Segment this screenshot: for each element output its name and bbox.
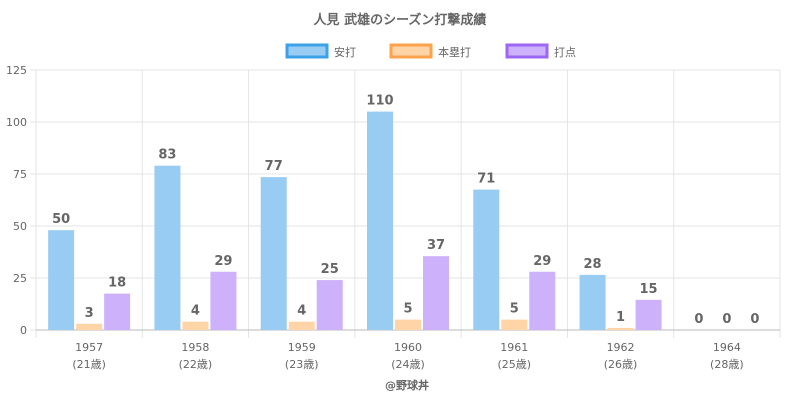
data-label: 29: [533, 254, 551, 269]
bar-本塁打-1958: [182, 321, 209, 330]
x-tick-sublabel: (28歳): [710, 358, 744, 371]
x-tick-label: 1960: [394, 341, 422, 354]
data-label: 83: [158, 148, 176, 163]
x-tick-label: 1958: [181, 341, 209, 354]
bar-打点-1959: [316, 280, 343, 330]
bar-打点-1962: [635, 299, 662, 330]
data-label: 0: [694, 312, 703, 327]
legend-item-本塁打[interactable]: 本塁打: [389, 43, 471, 59]
data-label: 5: [510, 302, 519, 317]
bar-安打-1958: [154, 165, 181, 330]
y-tick-label: 25: [13, 272, 27, 285]
y-tick-label: 50: [13, 220, 27, 233]
bar-安打-1959: [260, 177, 287, 330]
x-tick-label: 1962: [607, 341, 635, 354]
x-tick-sublabel: (23歳): [285, 358, 319, 371]
y-tick-label: 100: [6, 116, 27, 129]
bar-本塁打-1957: [76, 323, 103, 330]
data-label: 110: [366, 94, 393, 109]
bar-安打-1960: [367, 111, 393, 330]
data-label: 71: [477, 172, 495, 187]
x-tick-sublabel: (22歳): [179, 358, 213, 371]
data-label: 15: [640, 282, 658, 297]
data-label: 25: [321, 262, 339, 277]
legend: 安打 本塁打 打点: [285, 43, 576, 59]
legend-item-安打[interactable]: 安打: [285, 43, 356, 59]
bar-本塁打-1960: [395, 319, 421, 330]
data-label: 50: [52, 212, 70, 227]
bar-安打-1957: [48, 230, 75, 330]
x-tick-label: 1959: [288, 341, 316, 354]
data-label: 0: [722, 312, 731, 327]
chart-footer: @野球丼: [385, 378, 429, 392]
grid: [30, 69, 781, 338]
bar-打点-1958: [210, 271, 237, 330]
data-label: 18: [108, 276, 126, 291]
data-label: 28: [584, 257, 602, 272]
bar-打点-1961: [529, 271, 556, 330]
data-label: 0: [750, 312, 759, 327]
chart-title: 人見 武雄のシーズン打撃成績: [314, 12, 487, 28]
data-label: 5: [403, 302, 412, 317]
data-label: 77: [265, 159, 283, 174]
x-tick-label: 1957: [75, 341, 103, 354]
x-tick-sublabel: (25歳): [497, 358, 531, 371]
bar-安打-1961: [473, 189, 500, 330]
bar-本塁打-1962: [607, 327, 634, 330]
legend-item-打点[interactable]: 打点: [505, 43, 576, 59]
legend-swatch: [389, 43, 433, 59]
x-tick-label: 1964: [713, 341, 741, 354]
bar-打点-1957: [104, 293, 131, 330]
x-tick-sublabel: (26歳): [604, 358, 638, 371]
legend-swatch: [505, 43, 549, 59]
data-label: 3: [85, 306, 94, 321]
legend-label: 打点: [554, 45, 576, 59]
data-label: 4: [297, 304, 306, 319]
y-tick-label: 125: [6, 64, 27, 77]
x-tick-label: 1961: [500, 341, 528, 354]
data-label: 4: [191, 304, 200, 319]
legend-swatch: [285, 43, 329, 59]
bar-安打-1962: [579, 274, 606, 330]
data-label: 1: [616, 310, 625, 325]
x-axis: 1957 (21歳) 1958 (22歳) 1959 (23歳) 1960 (24歳) 1961…: [72, 341, 743, 371]
legend-label: 安打: [334, 45, 356, 59]
x-tick-sublabel: (24歳): [391, 358, 425, 371]
data-label: 29: [214, 254, 232, 269]
y-tick-label: 0: [20, 324, 27, 337]
bars: [48, 111, 662, 330]
value-labels: 50 3 18 83 4 29 77 4 25 110 5 37 71 5 29 28 1 15 0 0 0: [52, 94, 759, 327]
bar-本塁打-1959: [288, 321, 315, 330]
bar-本塁打-1961: [501, 319, 528, 330]
legend-label: 本塁打: [438, 45, 471, 59]
y-tick-label: 75: [13, 168, 27, 181]
bar-打点-1960: [423, 256, 449, 330]
y-axis: 0 25 50 75 100 125: [6, 64, 27, 337]
x-tick-sublabel: (21歳): [72, 358, 106, 371]
data-label: 37: [427, 238, 445, 253]
